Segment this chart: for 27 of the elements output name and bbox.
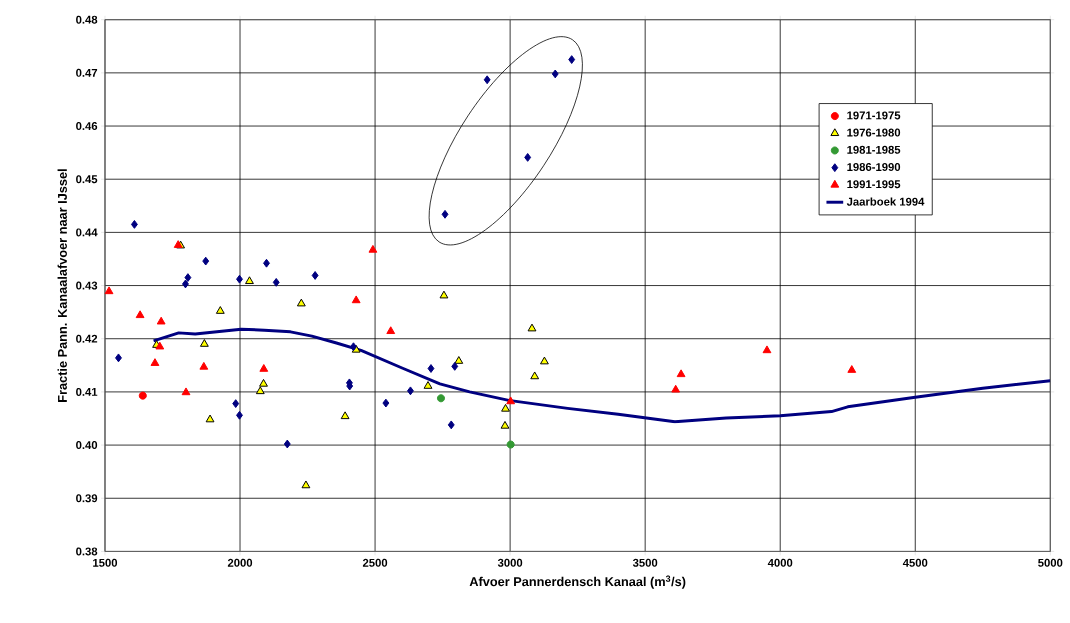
y-tick-label: 0.39 <box>76 494 98 503</box>
legend-label: 1976-1980 <box>847 128 901 137</box>
y-tick-label: 0.46 <box>76 121 98 130</box>
x-tick-label: 3500 <box>632 558 658 567</box>
y-tick-label: 0.44 <box>76 228 98 237</box>
legend-label: 1971-1975 <box>847 111 901 120</box>
legend-label: 1991-1995 <box>847 180 901 189</box>
y-tick-label: 0.40 <box>76 440 98 449</box>
legend-label: 1981-1985 <box>847 145 901 154</box>
x-tick-label: 3000 <box>497 558 523 567</box>
y-tick-label: 0.45 <box>76 175 98 184</box>
x-tick-label: 2500 <box>362 558 388 567</box>
x-tick-label: 2000 <box>227 558 253 567</box>
y-tick-label: 0.38 <box>76 547 98 556</box>
x-tick-label: 4500 <box>902 558 928 567</box>
y-tick-label: 0.42 <box>76 334 98 343</box>
x-axis-title: Afvoer Pannerdensch Kanaal (m$^{3}$/s) <box>469 575 686 589</box>
x-tick-label: 4000 <box>767 558 793 567</box>
x-tick-label: 5000 <box>1038 558 1063 567</box>
y-tick-label: 0.43 <box>76 281 98 290</box>
y-tick-label: 0.47 <box>76 68 98 77</box>
y-tick-label: 0.48 <box>76 15 98 24</box>
legend-label: Jaarboek 1994 <box>846 197 925 206</box>
y-axis-title: Fractie Pann. Kanaalafvoer naar IJssel <box>57 169 67 402</box>
legend-label: 1986-1990 <box>847 162 901 171</box>
x-tick-label: 1500 <box>93 558 118 567</box>
y-tick-label: 0.41 <box>76 387 98 396</box>
